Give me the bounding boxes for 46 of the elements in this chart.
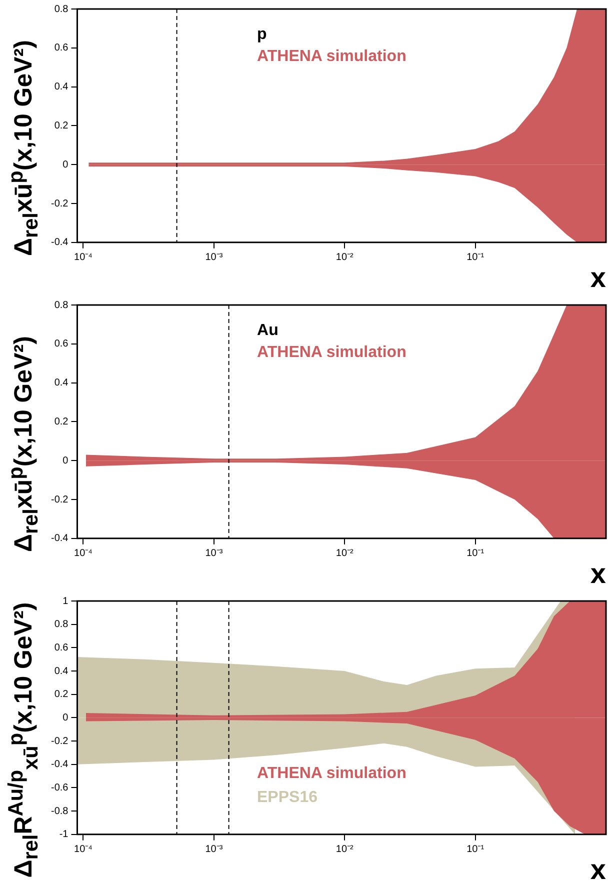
y-tick-label: 0 [62, 159, 69, 170]
x-tick-label: 10⁻¹ [466, 252, 485, 264]
x-tick-label: 10⁻² [336, 252, 354, 264]
y-tick-label: 0.8 [54, 300, 69, 311]
y-tick-label: 0 [62, 455, 69, 466]
y-tick-label: -0.4 [50, 533, 69, 544]
x-tick-label: 10⁻² [336, 548, 354, 560]
y-tick-label: 0.6 [54, 642, 69, 654]
x-axis-title: x [590, 262, 606, 293]
y-tick-label: 0.8 [54, 619, 69, 630]
y-tick-label: -0.6 [50, 782, 69, 794]
x-tick-label: 10⁻⁴ [74, 548, 92, 560]
annotation: Au [257, 322, 278, 340]
y-tick-label: -0.2 [50, 494, 69, 506]
text: ATHENA simulation [257, 344, 406, 362]
y-tick-label: 0.8 [54, 4, 69, 15]
y-tick-label: -0.4 [50, 759, 69, 770]
x-tick-label: 10⁻¹ [466, 548, 485, 560]
y-tick-label: 0 [62, 712, 69, 724]
x-axis-title: x [590, 558, 606, 589]
x-tick-label: 10⁻⁴ [74, 252, 92, 264]
y-tick-label: 0.4 [54, 82, 69, 93]
y-tick-label: 0.2 [54, 416, 69, 428]
y-tick-label: -0.2 [50, 198, 69, 210]
x-tick-label: 10⁻³ [205, 548, 224, 560]
y-tick-label: 0.4 [54, 378, 69, 389]
y-tick-label: -0.8 [50, 806, 69, 817]
text: ATHENA simulation [257, 48, 406, 66]
y-tick-label: 0.6 [54, 42, 69, 54]
y-tick-label: 1 [62, 596, 69, 607]
y-tick-label: 0.4 [54, 666, 69, 677]
text: EPPS16 [257, 789, 318, 806]
x-tick-label: 10⁻³ [205, 844, 224, 856]
y-tick-label: 0.6 [54, 338, 69, 350]
y-tick-label: -1 [59, 829, 69, 840]
y-tick-label: -0.2 [50, 736, 69, 747]
annotation: p [257, 26, 268, 44]
y-tick-label: -0.4 [50, 237, 69, 248]
x-tick-label: 10⁻³ [205, 252, 224, 264]
x-tick-label: 10⁻² [336, 844, 354, 856]
x-tick-label: 10⁻⁴ [74, 844, 92, 856]
x-tick-label: 10⁻¹ [466, 844, 485, 856]
x-axis-title: x [590, 854, 606, 885]
y-tick-label: 0.2 [54, 120, 69, 132]
text: ATHENA simulation [257, 765, 406, 782]
y-tick-label: 0.2 [54, 689, 69, 700]
